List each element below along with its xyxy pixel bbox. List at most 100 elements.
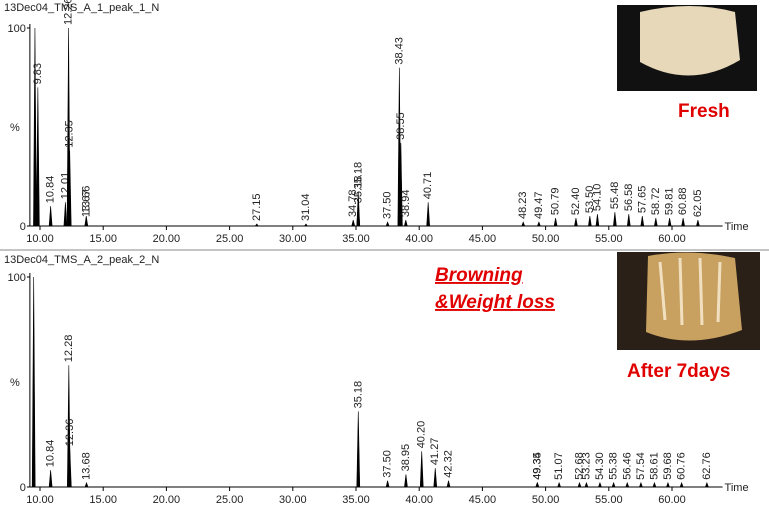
peak xyxy=(254,223,259,227)
peak xyxy=(403,219,408,227)
y-axis-label: % xyxy=(10,122,20,134)
peak-label: 59.81 xyxy=(664,188,676,216)
annotation: Fresh xyxy=(678,101,730,122)
peak xyxy=(404,474,408,488)
peak-label: 35.18 xyxy=(352,381,364,409)
peak xyxy=(704,481,709,488)
peak-label: 37.50 xyxy=(382,450,394,478)
peak-label: 48.23 xyxy=(517,192,529,220)
peak-label: 10.84 xyxy=(45,440,57,468)
peak-label: 40.20 xyxy=(416,421,428,449)
peak xyxy=(625,481,630,488)
peak-label: 52.68 xyxy=(573,452,585,480)
peak-label: 34.78 xyxy=(347,190,359,218)
peak xyxy=(640,216,645,227)
peak-label: 56.58 xyxy=(623,184,635,212)
x-tick-label: 25.00 xyxy=(216,233,244,245)
peak xyxy=(426,202,430,227)
x-tick-label: 10.00 xyxy=(26,494,54,506)
y-tick-label: 100 xyxy=(8,272,26,284)
peak-label: 53.23 xyxy=(580,452,592,480)
peak-label: 62.05 xyxy=(692,190,704,218)
annotation: &Weight loss xyxy=(435,292,555,313)
peak-label: 27.15 xyxy=(251,193,263,221)
peak xyxy=(598,481,602,488)
peak-label: 49.47 xyxy=(533,192,545,220)
peak-label: 49.34 xyxy=(531,452,543,480)
peak xyxy=(63,202,68,227)
peak-label: 9.83 xyxy=(32,63,44,84)
peak xyxy=(303,223,309,227)
x-tick-label: 60.00 xyxy=(658,233,686,245)
peak-label: 57.65 xyxy=(636,186,648,214)
peak xyxy=(385,480,390,488)
peak-label: 12.36 xyxy=(64,419,76,447)
peak xyxy=(611,481,616,488)
peak-label: 51.07 xyxy=(553,452,565,480)
peak-label: 31.04 xyxy=(300,193,312,221)
peak-label: 55.38 xyxy=(608,452,620,480)
peak xyxy=(557,481,562,488)
x-tick-label: 25.00 xyxy=(216,494,244,506)
peak xyxy=(36,87,40,227)
peak-label: 12.35 xyxy=(64,120,76,148)
peak xyxy=(48,206,53,227)
x-tick-label: 10.00 xyxy=(26,233,54,245)
peak xyxy=(356,411,361,488)
peak xyxy=(67,150,72,227)
peak xyxy=(535,481,540,488)
peak-label: 54.10 xyxy=(591,184,603,212)
peak xyxy=(553,218,558,227)
x-tick-label: 35.00 xyxy=(342,494,370,506)
x-tick-label: 15.00 xyxy=(89,494,117,506)
peak xyxy=(626,214,631,227)
peak-label: 12.26 xyxy=(63,0,75,25)
peak xyxy=(31,276,36,488)
x-tick-label: 50.00 xyxy=(532,233,560,245)
y-tick-label: 0 xyxy=(20,221,26,233)
peak xyxy=(521,221,526,227)
x-tick-label: 50.00 xyxy=(532,494,560,506)
x-tick-label: 30.00 xyxy=(279,233,307,245)
y-tick-label: 100 xyxy=(8,23,26,35)
x-axis-label: Time xyxy=(725,221,749,233)
peak-label: 37.50 xyxy=(382,192,394,220)
chart-title: 13Dec04_TMS_A_1_peak_1_N xyxy=(4,2,159,14)
peak xyxy=(613,212,617,227)
peak xyxy=(574,218,578,227)
peak xyxy=(536,221,541,227)
peak xyxy=(667,218,672,227)
x-tick-label: 20.00 xyxy=(153,494,181,506)
peak xyxy=(446,480,451,488)
x-tick-label: 55.00 xyxy=(595,233,623,245)
peak xyxy=(385,221,390,227)
peak xyxy=(433,468,438,488)
peak xyxy=(419,451,424,488)
peak-label: 38.43 xyxy=(393,37,405,65)
peak xyxy=(679,481,684,488)
peak-label: 56.46 xyxy=(621,452,633,480)
peak-label: 13.68 xyxy=(81,452,93,480)
peak xyxy=(351,219,356,227)
peak-label: 57.54 xyxy=(635,452,647,480)
x-tick-label: 30.00 xyxy=(279,494,307,506)
x-tick-label: 35.00 xyxy=(342,233,370,245)
peak xyxy=(68,449,72,488)
x-tick-label: 60.00 xyxy=(658,494,686,506)
peak-label: 59.68 xyxy=(662,452,674,480)
peak xyxy=(638,481,643,488)
peak-label: 13.67 xyxy=(80,190,92,218)
x-tick-label: 55.00 xyxy=(595,494,623,506)
peak-label: 60.88 xyxy=(677,188,689,216)
peak-label: 58.61 xyxy=(648,452,660,480)
peak-label: 42.32 xyxy=(443,450,455,478)
peak-label: 40.71 xyxy=(422,172,434,200)
peak-label: 38.94 xyxy=(400,190,412,218)
annotation: After 7days xyxy=(627,361,731,382)
peak-label: 54.30 xyxy=(594,452,606,480)
peak-label: 13.66 xyxy=(80,186,92,214)
x-tick-label: 20.00 xyxy=(153,233,181,245)
peak xyxy=(577,481,582,488)
peak xyxy=(399,142,403,227)
peak-label: 49.35 xyxy=(531,452,543,480)
